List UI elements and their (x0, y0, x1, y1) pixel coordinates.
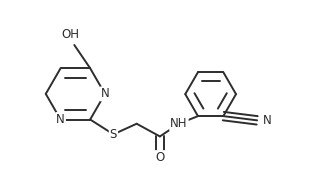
Text: O: O (155, 151, 164, 164)
Text: NH: NH (170, 117, 188, 130)
Text: N: N (263, 114, 272, 127)
Text: S: S (110, 128, 117, 141)
Text: N: N (56, 113, 65, 126)
Text: N: N (100, 87, 109, 100)
Text: OH: OH (61, 28, 79, 41)
